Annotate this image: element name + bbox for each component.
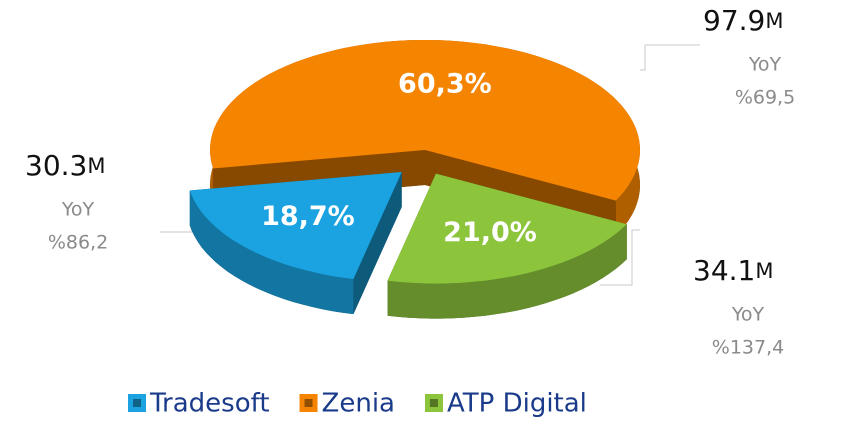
legend-swatch-inner <box>304 399 313 407</box>
slice-rim <box>189 190 354 315</box>
legend-label: Zenia <box>322 389 395 419</box>
yoy-change: %137,4 <box>712 337 784 359</box>
leader-line <box>640 44 700 71</box>
data-label: 21,0% <box>443 217 537 248</box>
legend-item: Tradesoft <box>128 389 270 419</box>
amount-label: 34.1M <box>693 254 773 287</box>
yoy-change: %86,2 <box>48 232 108 254</box>
amount-unit: M <box>755 259 773 283</box>
slice-top <box>387 173 627 284</box>
amount-label: 97.9M <box>703 4 783 37</box>
leader-line <box>600 229 640 286</box>
amount-unit: M <box>765 9 783 33</box>
legend-label: ATP Digital <box>447 389 587 419</box>
amount: 34.1 <box>693 254 755 287</box>
amount-label: 30.3M <box>25 149 105 182</box>
legend-item: Zenia <box>299 389 395 419</box>
yoy-caption: YoY <box>731 304 765 326</box>
slice <box>189 172 402 315</box>
legend-swatch-inner <box>133 399 141 407</box>
slice <box>387 173 627 319</box>
data-label: 18,7% <box>261 201 355 232</box>
slice-rim <box>387 224 627 319</box>
legend-item: ATP Digital <box>424 389 587 419</box>
data-label: 60,3% <box>398 68 492 99</box>
legend-label: Tradesoft <box>149 389 270 419</box>
slice-top <box>189 172 402 280</box>
yoy-caption: YoY <box>61 199 95 221</box>
yoy-change: %69,5 <box>735 87 795 109</box>
legend-swatch-inner <box>429 399 438 407</box>
yoy-caption: YoY <box>748 54 782 76</box>
slice-top <box>210 40 640 201</box>
amount-unit: M <box>87 154 105 178</box>
amount: 30.3 <box>25 149 87 182</box>
amount: 97.9 <box>703 4 765 37</box>
